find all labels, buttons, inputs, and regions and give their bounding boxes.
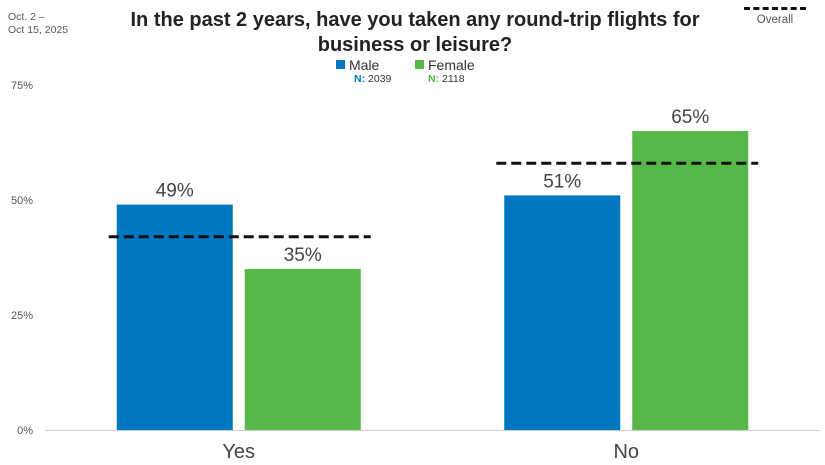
legend-n-prefix-male: N: bbox=[354, 73, 366, 85]
y-tick-label: 50% bbox=[11, 195, 33, 207]
legend: Male N: 2039 Female N: 2118 bbox=[250, 56, 630, 88]
legend-swatch-female bbox=[415, 60, 424, 70]
bar-male-no bbox=[504, 195, 621, 430]
legend-n-male: N: 2039 bbox=[354, 73, 391, 85]
y-tick-label: 25% bbox=[11, 310, 33, 322]
y-tick-label: 75% bbox=[11, 80, 33, 92]
date-range-end: Oct 15, 2025 bbox=[8, 24, 69, 36]
data-label-male-yes: 49% bbox=[156, 181, 194, 202]
legend-label-male: Male bbox=[349, 56, 380, 73]
overall-legend-label: Overall bbox=[756, 14, 794, 26]
overall-legend-line bbox=[744, 7, 806, 10]
overall-legend: Overall bbox=[735, 7, 815, 26]
date-range-start: Oct. 2 – bbox=[8, 11, 45, 23]
legend-n-prefix-female: N: bbox=[428, 73, 440, 85]
date-range: Oct. 2 – Oct 15, 2025 bbox=[8, 11, 68, 37]
category-label-no: No bbox=[613, 441, 639, 463]
data-label-female-yes: 35% bbox=[284, 245, 322, 266]
bar-female-yes bbox=[244, 269, 361, 430]
category-label-yes: Yes bbox=[222, 441, 255, 463]
bar-female-no bbox=[632, 131, 749, 430]
y-tick-label: 0% bbox=[17, 425, 33, 437]
legend-label-female: Female bbox=[428, 56, 475, 73]
legend-swatch-male bbox=[336, 60, 345, 70]
chart-title: In the past 2 years, have you taken any … bbox=[130, 9, 700, 56]
legend-n-value-female: 2118 bbox=[442, 73, 465, 85]
data-label-male-no: 51% bbox=[543, 171, 581, 192]
legend-item-female: Female bbox=[415, 56, 475, 74]
bar-male-yes bbox=[116, 204, 233, 430]
data-label-female-no: 65% bbox=[671, 107, 709, 128]
legend-n-female: N: 2118 bbox=[428, 73, 465, 85]
legend-n-value-male: 2039 bbox=[368, 73, 392, 85]
legend-item-male: Male bbox=[336, 56, 379, 74]
